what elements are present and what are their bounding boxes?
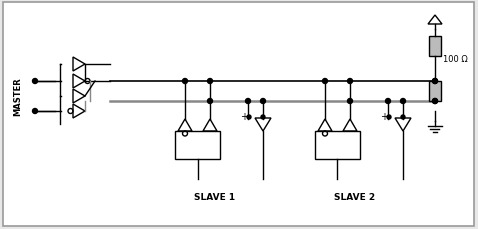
Text: SLAVE 2: SLAVE 2 (335, 193, 376, 202)
Circle shape (433, 99, 437, 104)
FancyBboxPatch shape (175, 131, 220, 159)
Circle shape (387, 115, 391, 120)
Circle shape (207, 99, 213, 104)
Text: SLAVE 1: SLAVE 1 (195, 193, 236, 202)
FancyBboxPatch shape (3, 3, 474, 226)
FancyBboxPatch shape (429, 37, 441, 57)
Text: +: + (380, 112, 388, 121)
Circle shape (401, 115, 405, 120)
Circle shape (348, 79, 352, 84)
Circle shape (261, 99, 265, 104)
Circle shape (207, 79, 213, 84)
Circle shape (348, 99, 352, 104)
Circle shape (385, 99, 391, 104)
Circle shape (33, 79, 37, 84)
Circle shape (246, 99, 250, 104)
Circle shape (33, 109, 37, 114)
Circle shape (433, 79, 437, 84)
Text: MASTER: MASTER (13, 77, 22, 116)
Circle shape (261, 115, 265, 120)
Circle shape (433, 99, 437, 104)
Text: +: + (240, 112, 248, 121)
Circle shape (183, 79, 187, 84)
Circle shape (401, 99, 405, 104)
Circle shape (433, 79, 437, 84)
FancyBboxPatch shape (429, 82, 441, 101)
Text: 100 Ω: 100 Ω (443, 55, 468, 64)
Circle shape (323, 79, 327, 84)
FancyBboxPatch shape (315, 131, 360, 159)
Circle shape (247, 115, 251, 120)
